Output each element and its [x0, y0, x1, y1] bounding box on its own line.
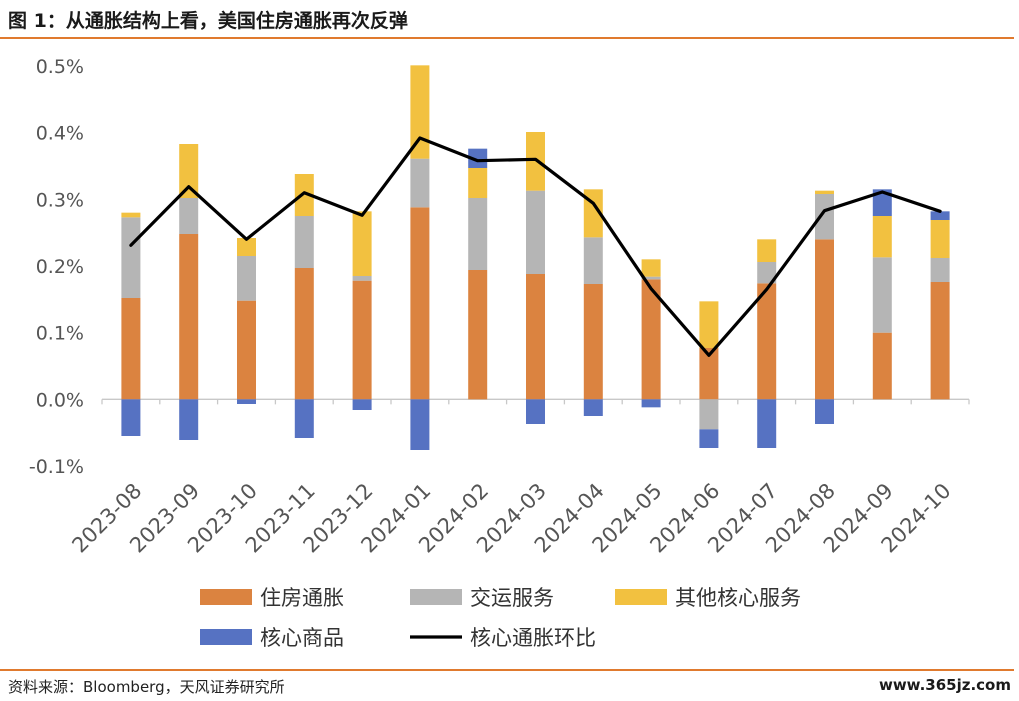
bar-segment	[641, 276, 661, 280]
bar-segment	[294, 399, 314, 438]
line-layer	[129, 136, 942, 357]
bar-segment	[294, 268, 314, 400]
y-tick-label: 0.4%	[36, 123, 84, 145]
bar-segment	[352, 280, 372, 400]
bar-segment	[121, 399, 141, 436]
bar-segment	[872, 257, 892, 333]
bar-segment	[294, 174, 314, 216]
bar-segment	[410, 399, 430, 450]
bar-segment	[179, 399, 199, 440]
bar-segment	[815, 190, 834, 194]
source-note: 资料来源：Bloomberg，天风证券研究所	[8, 678, 285, 696]
bar-segment	[699, 429, 719, 448]
bar-segment	[699, 399, 719, 430]
bar-segment	[237, 399, 256, 404]
legend-swatch	[200, 589, 252, 605]
bar-segment	[583, 237, 603, 284]
y-tick-label: 0.0%	[36, 389, 84, 411]
bar-segment	[699, 301, 719, 348]
bar-segment	[930, 282, 950, 400]
bar-segment	[526, 274, 545, 400]
bar-segment	[757, 399, 777, 448]
bar-segment	[237, 300, 256, 400]
bar-segment	[757, 262, 777, 284]
bar-segment	[930, 220, 950, 258]
bar-segment	[468, 270, 488, 400]
bar-segment	[872, 332, 892, 400]
bar-segment	[930, 211, 950, 220]
bar-segment	[526, 399, 545, 424]
bar-segment	[179, 144, 199, 198]
bar-segment	[815, 194, 834, 240]
bar-segment	[872, 216, 892, 258]
bar-segment	[121, 217, 141, 298]
bar-segment	[352, 211, 372, 276]
legend-label: 住房通胀	[260, 586, 344, 610]
bar-segment	[410, 65, 430, 159]
legend-label: 核心商品	[260, 626, 344, 650]
bar-segment	[352, 276, 372, 281]
bar-segment	[815, 399, 834, 424]
bar-segment	[641, 279, 661, 400]
legend-label: 交运服务	[470, 586, 554, 610]
bar-segment	[583, 399, 603, 416]
bar-segment	[468, 168, 488, 198]
bar-segment	[526, 190, 545, 274]
y-tick-label: 0.2%	[36, 256, 84, 278]
footer-rule	[0, 669, 1014, 671]
bar-segment	[930, 258, 950, 282]
bar-segment	[526, 132, 545, 191]
watermark: www.365jz.com	[878, 676, 1011, 694]
bar-segment	[179, 198, 199, 234]
bar-segment	[757, 239, 777, 262]
bar-segment	[583, 284, 603, 400]
bar-segment	[872, 189, 892, 216]
bar-segment	[352, 399, 372, 410]
y-tick-label: 0.5%	[36, 56, 84, 78]
bars-layer	[121, 65, 950, 450]
bar-segment	[410, 207, 430, 400]
y-tick-label: 0.3%	[36, 189, 84, 211]
bar-segment	[410, 158, 430, 208]
legend-label: 其他核心服务	[675, 586, 801, 610]
y-tick-label: -0.1%	[29, 456, 84, 478]
bar-segment	[121, 212, 141, 218]
stacked-bar-line-chart: -0.1%0.0%0.1%0.2%0.3%0.4%0.5%2023-082023…	[29, 56, 970, 650]
legend-swatch	[615, 589, 667, 605]
title-rule	[0, 37, 1014, 39]
bar-segment	[641, 399, 661, 408]
bar-segment	[468, 198, 488, 270]
figure-title: 图 1：从通胀结构上看，美国住房通胀再次反弹	[8, 10, 408, 32]
bar-segment	[699, 348, 719, 400]
bar-segment	[815, 239, 834, 400]
bar-segment	[121, 298, 141, 400]
y-tick-label: 0.1%	[36, 323, 84, 345]
core-inflation-line	[129, 136, 942, 357]
bar-segment	[237, 256, 256, 301]
bar-segment	[294, 216, 314, 268]
legend-swatch	[200, 629, 252, 645]
legend-swatch	[410, 589, 462, 605]
bar-segment	[641, 259, 661, 277]
bar-segment	[757, 283, 777, 400]
bar-segment	[179, 234, 199, 400]
legend-label: 核心通胀环比	[470, 626, 596, 650]
bar-segment	[237, 238, 256, 256]
bar-segment	[468, 148, 488, 168]
